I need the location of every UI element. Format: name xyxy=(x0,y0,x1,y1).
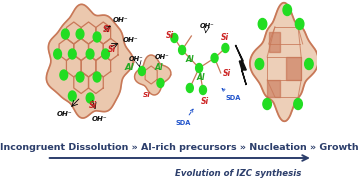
Circle shape xyxy=(102,49,110,59)
Circle shape xyxy=(60,70,68,80)
Text: Si: Si xyxy=(142,92,150,98)
Text: Al: Al xyxy=(197,74,205,83)
Circle shape xyxy=(86,93,94,103)
Circle shape xyxy=(199,85,207,94)
Circle shape xyxy=(86,49,94,59)
Polygon shape xyxy=(236,45,246,85)
Circle shape xyxy=(93,72,101,82)
Circle shape xyxy=(211,53,218,63)
Circle shape xyxy=(294,98,303,109)
Circle shape xyxy=(187,84,193,92)
Text: SDA: SDA xyxy=(176,109,193,126)
Polygon shape xyxy=(269,32,280,52)
Circle shape xyxy=(62,29,69,39)
Circle shape xyxy=(263,98,271,109)
Polygon shape xyxy=(47,4,134,118)
Circle shape xyxy=(76,29,84,39)
Circle shape xyxy=(76,72,84,82)
Circle shape xyxy=(195,64,203,73)
Circle shape xyxy=(255,59,264,70)
Text: OH⁻: OH⁻ xyxy=(122,37,138,43)
Text: Al: Al xyxy=(155,63,163,71)
Circle shape xyxy=(139,67,145,75)
Text: Si: Si xyxy=(223,70,231,78)
Text: Si: Si xyxy=(103,26,111,35)
Polygon shape xyxy=(135,55,171,95)
Polygon shape xyxy=(267,80,280,97)
Text: OH⁻: OH⁻ xyxy=(92,116,107,122)
Text: OH⁻: OH⁻ xyxy=(57,111,72,117)
Polygon shape xyxy=(250,3,318,121)
Text: Si: Si xyxy=(221,33,229,43)
Text: Si: Si xyxy=(89,101,97,111)
Text: Incongruent Dissolution » Al-rich precursors » Nucleation » Growth: Incongruent Dissolution » Al-rich precur… xyxy=(0,143,358,153)
Text: OH⁻: OH⁻ xyxy=(113,17,129,23)
Circle shape xyxy=(68,49,76,59)
Text: SDA: SDA xyxy=(222,88,241,101)
Circle shape xyxy=(305,59,313,70)
Circle shape xyxy=(68,91,76,101)
Text: Si: Si xyxy=(201,97,209,105)
Text: Si: Si xyxy=(166,32,174,40)
Text: Si: Si xyxy=(108,46,116,54)
Circle shape xyxy=(171,33,178,43)
Circle shape xyxy=(93,32,101,42)
Text: Evolution of IZC synthesis: Evolution of IZC synthesis xyxy=(175,169,301,177)
Circle shape xyxy=(157,78,164,88)
Text: OH⁻: OH⁻ xyxy=(129,56,143,62)
Text: Al: Al xyxy=(185,54,194,64)
Circle shape xyxy=(222,43,229,53)
Polygon shape xyxy=(286,57,301,80)
Circle shape xyxy=(258,19,267,29)
Text: OH⁻: OH⁻ xyxy=(199,23,214,29)
Text: OH⁻: OH⁻ xyxy=(155,54,169,60)
Circle shape xyxy=(283,5,291,15)
Circle shape xyxy=(179,46,185,54)
Circle shape xyxy=(295,19,304,29)
Text: Al: Al xyxy=(124,63,134,71)
Circle shape xyxy=(54,49,62,59)
